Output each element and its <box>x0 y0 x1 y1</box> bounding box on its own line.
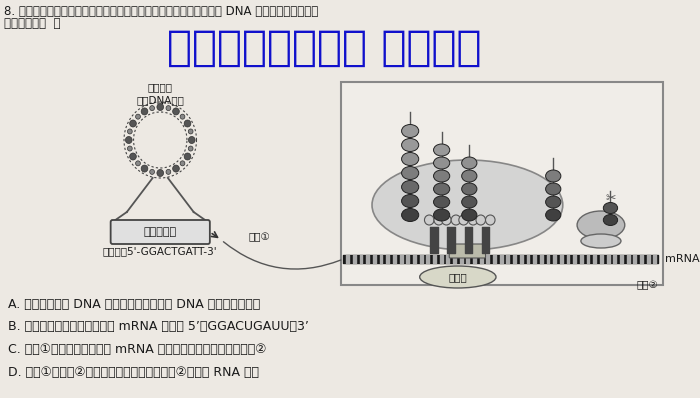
Circle shape <box>166 105 171 111</box>
Circle shape <box>476 215 486 225</box>
Circle shape <box>125 137 132 144</box>
Circle shape <box>434 215 444 225</box>
Circle shape <box>136 161 141 166</box>
Circle shape <box>157 103 164 111</box>
Circle shape <box>150 170 155 174</box>
FancyBboxPatch shape <box>111 220 210 244</box>
Text: 蓝细菌的
环形DNA分子: 蓝细菌的 环形DNA分子 <box>136 82 184 105</box>
Ellipse shape <box>402 181 419 193</box>
Ellipse shape <box>577 211 625 239</box>
Ellipse shape <box>433 209 449 221</box>
Circle shape <box>188 137 195 144</box>
Ellipse shape <box>433 157 449 169</box>
Ellipse shape <box>462 170 477 182</box>
Circle shape <box>184 153 191 160</box>
Ellipse shape <box>462 157 477 169</box>
Text: ✂: ✂ <box>606 191 616 205</box>
Ellipse shape <box>462 196 477 208</box>
Text: 过程②: 过程② <box>636 280 658 290</box>
Ellipse shape <box>402 195 419 207</box>
FancyBboxPatch shape <box>449 244 486 258</box>
Text: A. 蓝细菌的环形 DNA 单独存在，不会形成 DNA －蛋白质复合体: A. 蓝细菌的环形 DNA 单独存在，不会形成 DNA －蛋白质复合体 <box>8 298 260 311</box>
Ellipse shape <box>433 144 449 156</box>
Ellipse shape <box>433 170 449 182</box>
Circle shape <box>188 146 193 151</box>
Circle shape <box>173 165 179 172</box>
Circle shape <box>136 114 141 119</box>
Circle shape <box>180 161 185 166</box>
Ellipse shape <box>402 125 419 137</box>
Ellipse shape <box>603 203 617 213</box>
Bar <box>342 82 663 285</box>
Text: C. 过程①结束后形成的成熟 mRNA 会与核糖体结合开始进行过程②: C. 过程①结束后形成的成熟 mRNA 会与核糖体结合开始进行过程② <box>8 343 266 356</box>
Text: 微信公众号关注： 趣找答案: 微信公众号关注： 趣找答案 <box>167 27 482 69</box>
Text: D. 过程①和过程②都存在碱基互补配对，过程②有两种 RNA 参与: D. 过程①和过程②都存在碱基互补配对，过程②有两种 RNA 参与 <box>8 366 258 379</box>
Ellipse shape <box>545 209 561 221</box>
Ellipse shape <box>433 183 449 195</box>
Ellipse shape <box>402 209 419 222</box>
Ellipse shape <box>402 166 419 179</box>
Ellipse shape <box>402 139 419 152</box>
Circle shape <box>188 129 193 134</box>
Circle shape <box>442 215 452 225</box>
Circle shape <box>166 170 171 174</box>
Circle shape <box>452 215 461 225</box>
Ellipse shape <box>545 196 561 208</box>
Circle shape <box>458 215 468 225</box>
Text: 补，图中的（  ）: 补，图中的（ ） <box>4 17 60 30</box>
Ellipse shape <box>603 215 617 226</box>
Ellipse shape <box>462 209 477 221</box>
Text: 8. 如图为蓝细菌拟核上的呼吸酶基因表达过程示意图，其中编码链与 DNA 分子转录的模板链互: 8. 如图为蓝细菌拟核上的呼吸酶基因表达过程示意图，其中编码链与 DNA 分子转… <box>4 5 318 18</box>
Circle shape <box>184 120 191 127</box>
Circle shape <box>130 120 136 127</box>
Circle shape <box>468 215 478 225</box>
Text: B. 图示部分基因序列转录出的 mRNA 序列为 5’－GGACUGAUU－3’: B. 图示部分基因序列转录出的 mRNA 序列为 5’－GGACUGAUU－3’ <box>8 320 309 333</box>
Ellipse shape <box>372 160 563 250</box>
Ellipse shape <box>545 183 561 195</box>
Circle shape <box>486 215 495 225</box>
Circle shape <box>127 129 132 134</box>
Text: mRNA: mRNA <box>665 254 699 264</box>
Ellipse shape <box>545 170 561 182</box>
Ellipse shape <box>402 152 419 166</box>
Circle shape <box>173 108 179 115</box>
Circle shape <box>157 170 164 176</box>
Circle shape <box>141 165 148 172</box>
Ellipse shape <box>581 234 621 248</box>
Ellipse shape <box>433 196 449 208</box>
Ellipse shape <box>420 266 496 288</box>
Circle shape <box>141 108 148 115</box>
Text: 呼吸酶基因: 呼吸酶基因 <box>144 227 177 237</box>
Circle shape <box>150 105 155 111</box>
Circle shape <box>130 153 136 160</box>
Text: 密码子: 密码子 <box>449 272 467 282</box>
Circle shape <box>180 114 185 119</box>
Text: 过程①: 过程① <box>248 232 270 242</box>
Ellipse shape <box>462 183 477 195</box>
Text: 编码链：5'-GGACTGATT-3': 编码链：5'-GGACTGATT-3' <box>103 246 218 256</box>
Circle shape <box>424 215 434 225</box>
Circle shape <box>127 146 132 151</box>
